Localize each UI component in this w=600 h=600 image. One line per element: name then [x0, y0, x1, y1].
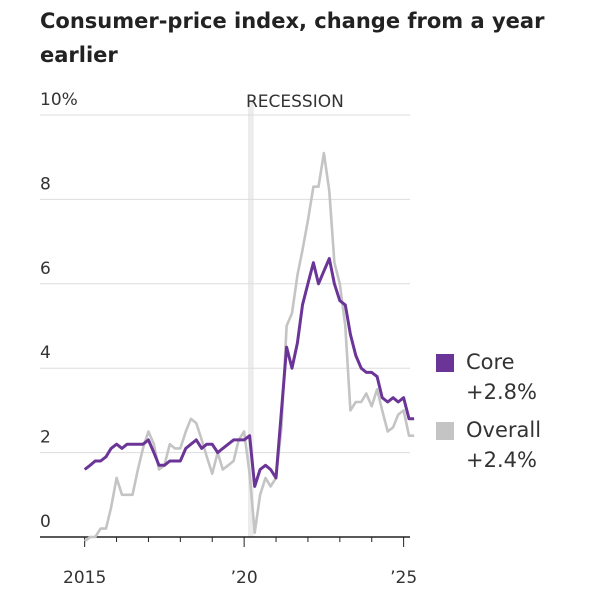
y-tick-label: 4	[40, 343, 51, 363]
chart-title: Consumer-price index, change from a year…	[40, 9, 545, 67]
legend-value: +2.8%	[466, 380, 537, 404]
legend-swatch	[436, 354, 454, 372]
x-tick-label: ’20	[231, 568, 258, 588]
y-tick-label: 6	[40, 259, 51, 279]
y-tick-label: 8	[40, 174, 51, 194]
legend-label: Overall	[466, 418, 541, 442]
recession-band	[247, 100, 254, 537]
legend-value: +2.4%	[466, 448, 537, 472]
x-tick-label: ’25	[390, 568, 417, 588]
series-line	[83, 151, 415, 543]
legend-label: Core	[466, 350, 515, 374]
series-line	[83, 257, 415, 488]
legend-swatch	[436, 422, 454, 440]
x-tick-label: 2015	[63, 568, 106, 588]
y-tick-label: 2	[40, 428, 51, 448]
recession-label: RECESSION	[246, 92, 344, 112]
y-tick-label: 10%	[40, 90, 78, 110]
y-tick-label: 0	[40, 512, 51, 532]
